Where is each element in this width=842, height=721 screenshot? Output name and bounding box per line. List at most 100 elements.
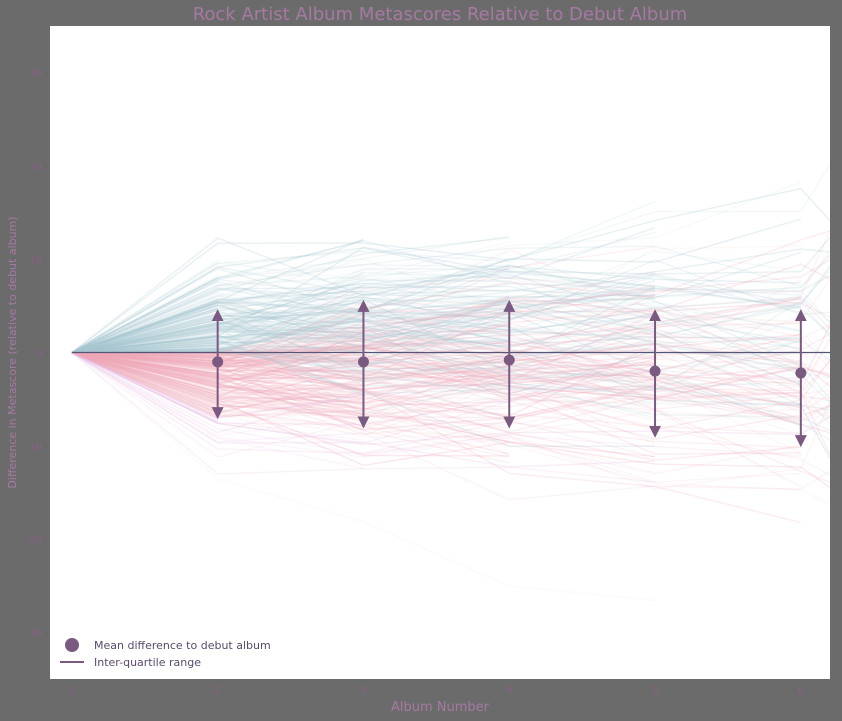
mean-group <box>212 354 807 379</box>
artist-line <box>71 351 218 396</box>
artist-line <box>71 264 510 354</box>
artist-line <box>71 307 510 355</box>
artist-line <box>71 351 218 362</box>
artist-line <box>71 280 219 354</box>
artist-line <box>71 351 801 411</box>
artist-line <box>71 342 218 354</box>
artist-line <box>71 351 218 410</box>
artist-line <box>71 324 801 361</box>
artist-line <box>71 299 218 354</box>
artist-line <box>71 235 510 354</box>
artist-line <box>71 345 510 386</box>
artist-line <box>71 351 218 381</box>
artist-line <box>71 320 801 405</box>
y-axis-label: Difference in Metascore (relative to deb… <box>6 216 19 488</box>
artist-line <box>71 236 510 354</box>
artist-line <box>71 347 801 373</box>
artist-line <box>71 351 218 411</box>
artist-line <box>71 298 218 354</box>
artist-line <box>71 333 801 387</box>
artist-line <box>71 343 802 417</box>
artist-line <box>71 291 510 354</box>
artist-line <box>71 271 656 354</box>
y-tick-label: 10 <box>29 255 42 266</box>
artist-line <box>71 304 801 354</box>
artist-line <box>71 345 218 354</box>
x-axis-label: Album Number <box>391 700 490 715</box>
artist-line <box>71 351 218 375</box>
artist-line <box>71 313 218 354</box>
y-tick-label: -20 <box>26 535 42 546</box>
artist-line <box>71 251 510 354</box>
artist-line <box>71 351 510 379</box>
artist-line <box>71 336 218 354</box>
artist-line <box>71 312 218 354</box>
artist-line <box>71 335 218 354</box>
artist-line <box>71 351 510 414</box>
legend-mean-label: Mean difference to debut album <box>94 639 271 652</box>
artist-line <box>71 351 656 483</box>
artist-line <box>71 348 802 420</box>
y-tick-label: 20 <box>29 162 42 173</box>
artist-line <box>71 351 801 435</box>
artist-line <box>71 200 656 354</box>
artist-line <box>71 237 830 354</box>
artist-line <box>71 294 801 387</box>
artist-line <box>71 319 510 367</box>
artist-line <box>71 351 510 415</box>
y-tick-label: -10 <box>26 442 42 453</box>
artist-line <box>71 338 802 395</box>
artist-line <box>71 299 802 385</box>
x-tick-label: 1 <box>69 685 75 696</box>
artist-line <box>71 315 510 354</box>
artist-line <box>71 288 801 354</box>
legend-mean-marker <box>65 638 79 652</box>
artist-line <box>71 302 510 354</box>
x-tick-label: 6 <box>798 685 804 696</box>
artist-line <box>71 351 510 464</box>
mean-point <box>212 356 224 368</box>
x-tick-label: 2 <box>214 685 220 696</box>
artist-line <box>71 351 801 524</box>
artist-line <box>71 351 219 423</box>
artist-line <box>71 351 218 403</box>
artist-line <box>71 351 218 378</box>
artist-line <box>71 301 801 380</box>
artist-line <box>71 351 218 384</box>
artist-line <box>71 351 801 409</box>
artist-line <box>71 351 802 488</box>
artist-line <box>71 297 801 357</box>
artist-line <box>71 245 801 354</box>
artist-line <box>71 238 364 354</box>
artist-line <box>71 335 218 354</box>
artist-line <box>71 351 364 434</box>
artist-line <box>71 320 510 354</box>
mean-point <box>649 365 661 377</box>
artist-line <box>71 336 801 369</box>
artist-line <box>71 304 218 354</box>
artist-line <box>71 251 802 354</box>
artist-line <box>71 351 510 405</box>
artist-line <box>71 351 218 360</box>
artist-line <box>71 335 218 354</box>
artist-line <box>71 296 801 358</box>
artist-line <box>71 339 218 354</box>
artist-line <box>71 262 656 354</box>
artist-line <box>71 351 510 419</box>
artist-line <box>71 351 364 470</box>
artist-line <box>71 348 656 444</box>
artist-line <box>71 307 218 354</box>
artist-line <box>71 324 510 364</box>
artist-line <box>71 336 218 354</box>
artist-line <box>71 351 510 456</box>
artist-line <box>71 313 802 389</box>
artist-line <box>71 351 656 474</box>
artist-line <box>71 351 510 404</box>
artist-line <box>71 351 218 362</box>
artist-line <box>71 351 656 458</box>
y-tick-label: 30 <box>29 69 42 80</box>
artist-line <box>71 340 510 379</box>
artist-line <box>71 231 656 354</box>
artist-line <box>71 351 218 383</box>
